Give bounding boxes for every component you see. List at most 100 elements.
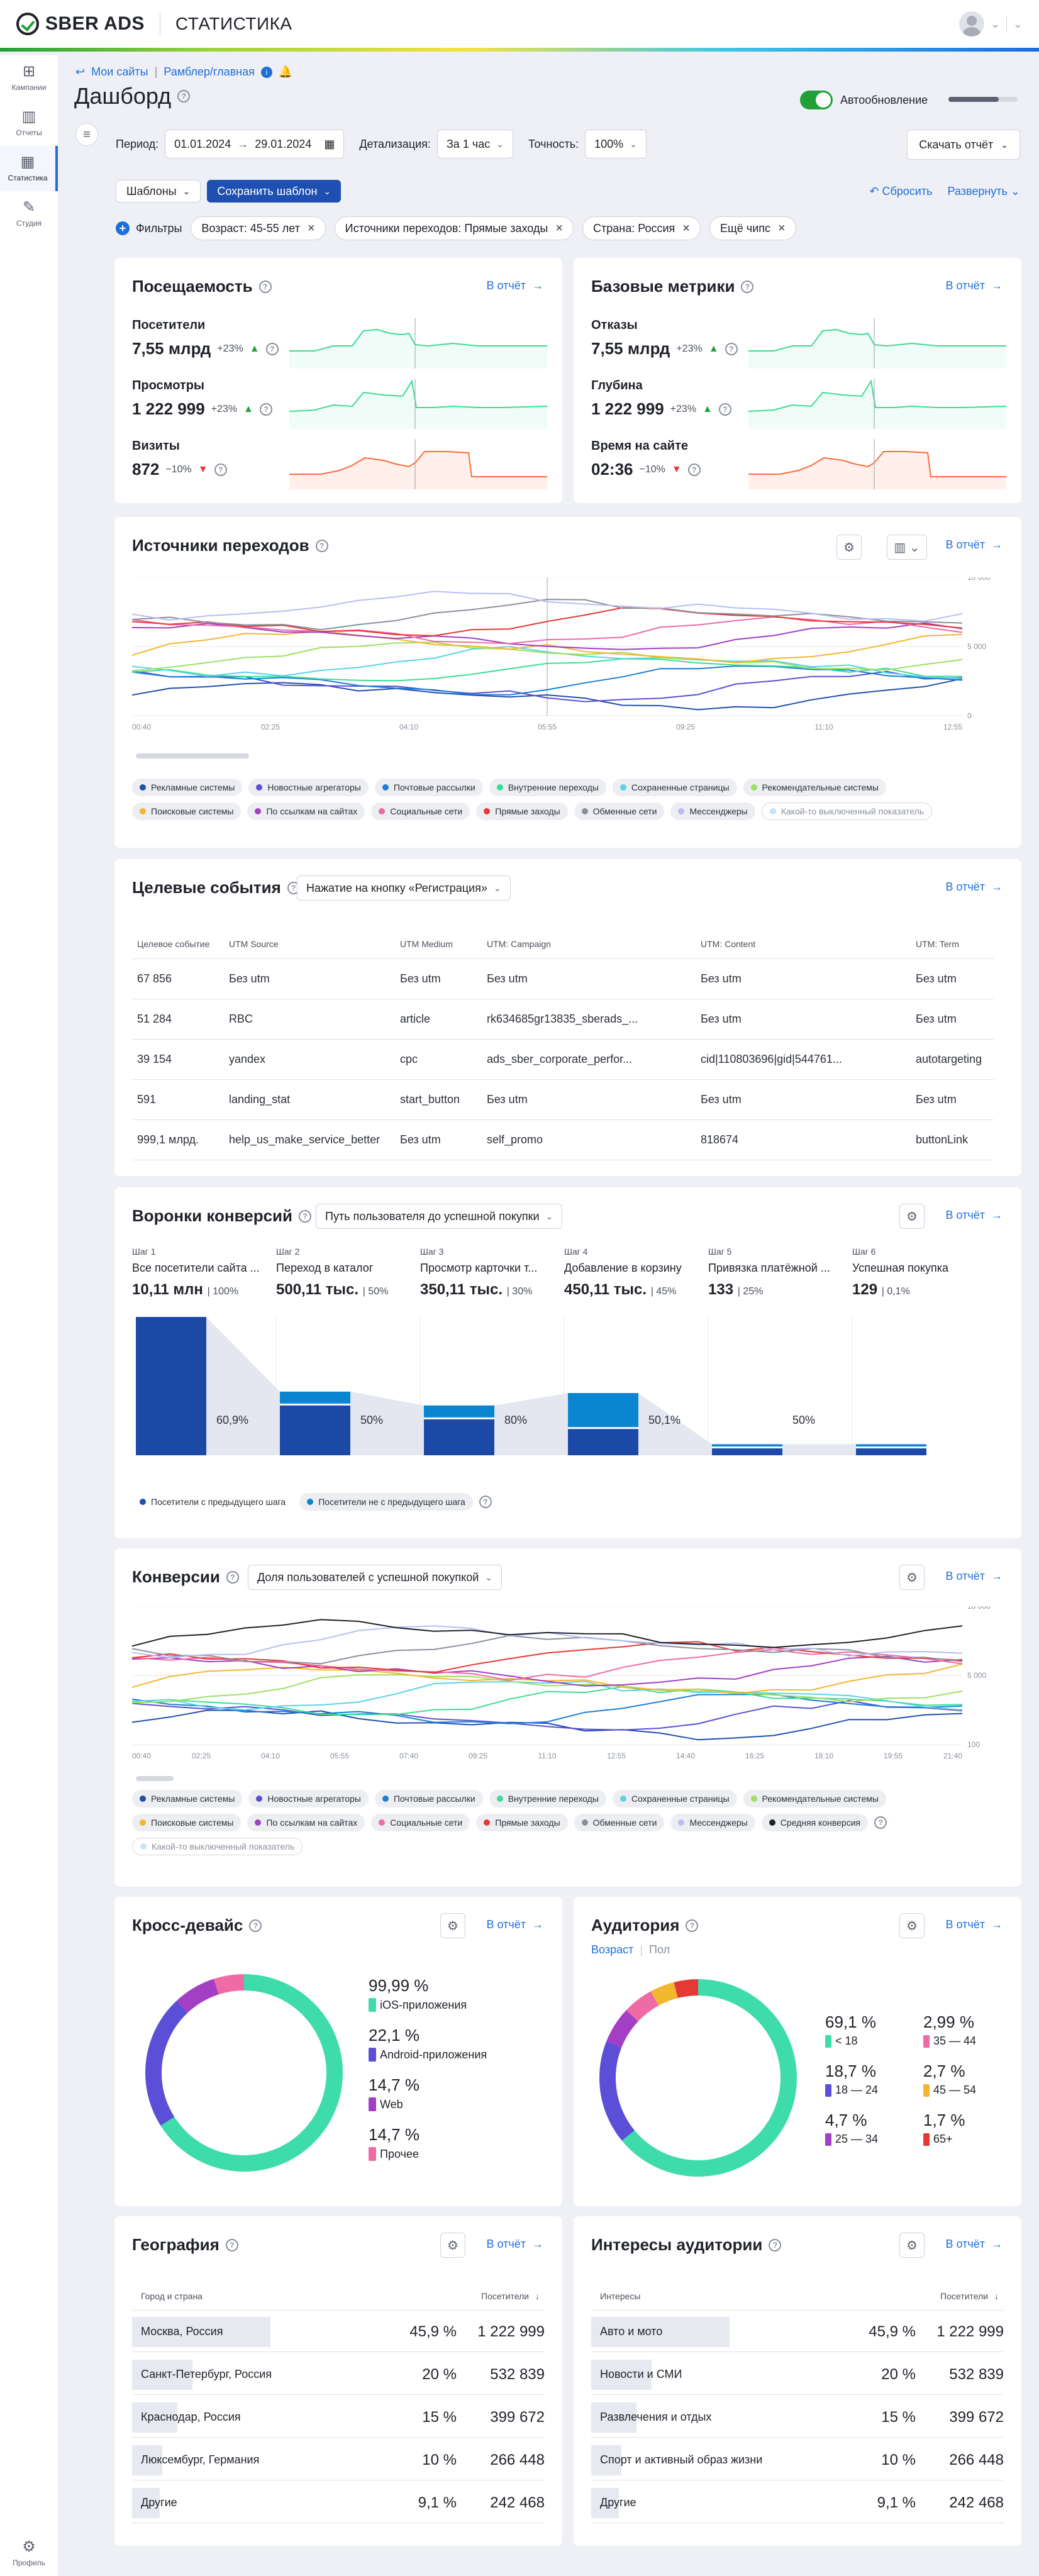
legend-item[interactable]: Поисковые системы: [132, 1814, 242, 1831]
help-icon[interactable]: ?: [725, 342, 738, 355]
legend-item[interactable]: Поисковые системы: [132, 802, 242, 820]
legend-item[interactable]: Средняя конверсия: [761, 1814, 869, 1831]
legend-item[interactable]: 4,7 % 25 — 34: [825, 2111, 878, 2146]
series-line[interactable]: [132, 1649, 963, 1681]
conversions-line-chart[interactable]: 10 000 5 000 100 00:40 02:25 04:10 05:55 07:40 0…: [132, 1606, 1006, 1770]
settings-button[interactable]: ⚙: [836, 535, 862, 560]
sidebar-item-stats[interactable]: ▦ Статистика: [0, 146, 58, 191]
help-icon[interactable]: ?: [265, 342, 279, 355]
chart-scrollbar[interactable]: [136, 1776, 174, 1781]
donut-segment[interactable]: [599, 1979, 797, 2177]
series-line[interactable]: [132, 1655, 963, 1687]
legend-item[interactable]: По ссылкам на сайтах: [247, 1814, 365, 1831]
legend-item[interactable]: Новостные агрегаторы: [248, 779, 369, 796]
filter-chip[interactable]: Источники переходов: Прямые заходы ×: [334, 216, 574, 240]
series-line[interactable]: [132, 670, 963, 702]
logo[interactable]: SBER ADS СТАТИСТИКА: [16, 13, 292, 35]
avatar[interactable]: [958, 11, 984, 36]
donut-segment[interactable]: [145, 1974, 343, 2172]
sidebar-item-profile[interactable]: ⚙ Профиль: [0, 2538, 58, 2567]
funnel-chart[interactable]: 60,9% 50% 80% 50,1% 50%: [132, 1317, 1006, 1468]
help-icon[interactable]: ?: [874, 1816, 887, 1829]
series-line[interactable]: [132, 1700, 963, 1731]
column-header[interactable]: UTM Source: [224, 930, 395, 959]
legend-item[interactable]: Почтовые рассылки: [374, 1790, 483, 1807]
to-report-link[interactable]: В отчёт →: [946, 538, 1003, 552]
legend-item[interactable]: Обменные сети: [574, 802, 665, 820]
settings-button[interactable]: ⚙: [440, 1913, 465, 1938]
add-filter-button[interactable]: + Фильтры: [116, 221, 182, 235]
legend-item[interactable]: Прямые заходы: [476, 802, 568, 820]
legend-item[interactable]: Сохраненные страницы: [612, 779, 737, 796]
help-icon[interactable]: ?: [687, 463, 701, 476]
date-from[interactable]: 01.01.2024: [174, 137, 231, 150]
legend-item[interactable]: Какой-то выключенный показатель: [761, 802, 932, 820]
filter-chip[interactable]: Ещё чипс ×: [709, 216, 796, 240]
table-row[interactable]: 591 landing_stat start_button Без utm Без ut…: [132, 1079, 994, 1120]
table-row[interactable]: Другие 9,1 % 242 468: [591, 2483, 1004, 2523]
column-header[interactable]: Посетители: [940, 2290, 988, 2301]
sort-desc-icon[interactable]: ↓: [994, 2290, 999, 2301]
legend-item[interactable]: Рекламные системы: [132, 779, 243, 796]
legend-item[interactable]: Внутренние переходы: [489, 1790, 606, 1807]
date-to[interactable]: 29.01.2024: [255, 137, 312, 150]
series-line[interactable]: [132, 591, 963, 622]
funnel-step[interactable]: Шаг 6 Успешная покупка 129 | 0,1%: [852, 1246, 996, 1299]
tab-sex[interactable]: Пол: [649, 1943, 670, 1956]
funnel-step[interactable]: Шаг 4 Добавление в корзину 450,11 тыс. | 4…: [564, 1246, 708, 1299]
funnel-bar-returning[interactable]: [856, 1448, 926, 1455]
settings-button[interactable]: ⚙: [899, 1913, 925, 1938]
table-row[interactable]: Спорт и активный образ жизни 10 % 266 448: [591, 2440, 1004, 2480]
table-row[interactable]: Другие 9,1 % 242 468: [132, 2483, 545, 2523]
series-line[interactable]: [132, 1694, 963, 1724]
to-report-link[interactable]: В отчёт →: [487, 279, 544, 292]
sidebar-item-studio[interactable]: ✎ Студия: [0, 191, 58, 236]
help-icon[interactable]: ?: [479, 1496, 492, 1508]
funnel-bar-returning[interactable]: [568, 1429, 638, 1455]
column-header[interactable]: UTM: Content: [696, 930, 911, 959]
detail-select[interactable]: За 1 час ⌄: [436, 130, 513, 158]
donut-segment[interactable]: [145, 1974, 343, 2172]
calendar-icon[interactable]: ▦: [324, 137, 335, 150]
breadcrumb-my-sites[interactable]: Мои сайты: [91, 65, 148, 78]
expand-button[interactable]: Развернуть ⌄: [947, 185, 1020, 198]
close-icon[interactable]: ×: [682, 221, 690, 235]
legend-item[interactable]: Сохраненные страницы: [612, 1790, 737, 1807]
column-header[interactable]: UTM: Campaign: [482, 930, 696, 959]
series-line[interactable]: [132, 1619, 963, 1648]
conversion-select[interactable]: Доля пользователей с успешной покупкой ⌄: [248, 1565, 503, 1590]
table-row[interactable]: Развлечения и отдых 15 % 399 672: [591, 2397, 1004, 2438]
help-icon[interactable]: ?: [741, 280, 754, 293]
to-report-link[interactable]: В отчёт →: [946, 1209, 1003, 1222]
legend-item[interactable]: Мессенджеры: [670, 1814, 755, 1831]
series-line[interactable]: [132, 1641, 963, 1674]
help-icon[interactable]: ?: [259, 402, 272, 416]
column-header[interactable]: UTM Medium: [395, 930, 482, 959]
sort-desc-icon[interactable]: ↓: [535, 2290, 540, 2301]
bell-icon[interactable]: 🔔: [278, 65, 293, 78]
templates-button[interactable]: Шаблоны ⌄: [116, 180, 201, 203]
series-line[interactable]: [132, 1663, 963, 1694]
settings-button[interactable]: ⚙: [440, 2233, 465, 2258]
legend-item[interactable]: Новостные агрегаторы: [248, 1790, 369, 1807]
legend-item[interactable]: 22,1 % Android-приложения: [369, 2026, 487, 2062]
to-report-link[interactable]: В отчёт →: [946, 880, 1003, 894]
sidebar-item-campaigns[interactable]: ⊞ Кампании: [0, 55, 58, 101]
settings-button[interactable]: ⚙: [899, 1565, 925, 1590]
series-line[interactable]: [132, 607, 963, 636]
series-line[interactable]: [132, 646, 963, 679]
legend-item[interactable]: 1,7 % 65+: [923, 2111, 965, 2146]
series-line[interactable]: [132, 1709, 963, 1741]
download-report-button[interactable]: Скачать отчёт ⌄: [907, 130, 1020, 160]
to-report-link[interactable]: В отчёт →: [946, 2238, 1003, 2251]
to-report-link[interactable]: В отчёт →: [487, 1918, 544, 1931]
chart-type-button[interactable]: ▥ ⌄: [887, 535, 927, 560]
collapse-sidebar-button[interactable]: ≡: [75, 123, 98, 146]
filter-chip[interactable]: Страна: Россия ×: [582, 216, 701, 240]
help-icon[interactable]: ?: [225, 2238, 238, 2251]
funnel-bar-returning[interactable]: [136, 1317, 206, 1455]
legend-item[interactable]: 99,99 % iOS-приложения: [369, 1976, 487, 2012]
table-row[interactable]: Краснодар, Россия 15 % 399 672: [132, 2397, 545, 2438]
legend-item[interactable]: Прямые заходы: [476, 1814, 568, 1831]
series-line[interactable]: [132, 1635, 963, 1665]
